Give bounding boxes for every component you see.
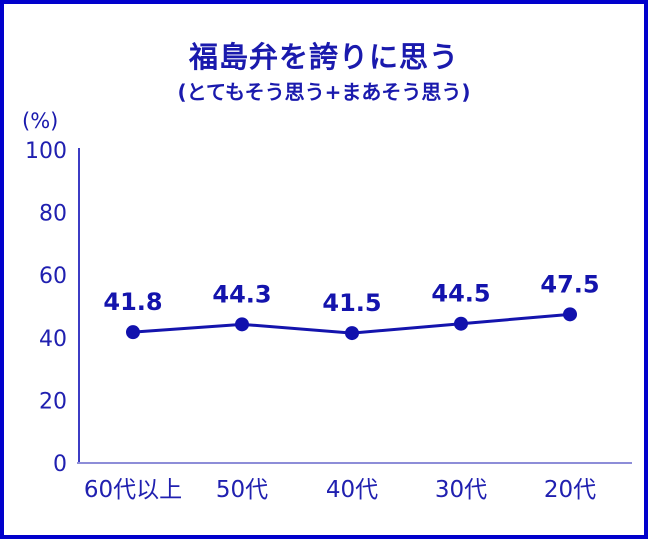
x-category-label: 30代 [435, 477, 487, 503]
data-point-label: 44.3 [212, 280, 271, 308]
y-axis-unit-label: (%) [22, 109, 59, 133]
y-tick-label: 40 [39, 327, 67, 352]
y-tick-label: 0 [53, 452, 67, 477]
chart-title: 福島弁を誇りに思う [188, 40, 459, 74]
line-chart-plot: 0 20 40 60 80 100 41.8 60代以上 44.3 50代 41.5 40代 44.5 3… [25, 139, 632, 503]
chart-subtitle: (とてもそう思う+まあそう思う) [177, 80, 471, 104]
data-point [126, 325, 140, 340]
x-category-label: 50代 [216, 477, 268, 503]
x-category-label: 60代以上 [84, 477, 182, 503]
data-point-label: 41.8 [103, 288, 162, 316]
data-point [345, 326, 359, 341]
x-category-label: 20代 [544, 477, 596, 503]
data-point-label: 41.5 [322, 289, 381, 317]
data-point-label: 44.5 [431, 280, 490, 308]
data-point-label: 47.5 [540, 270, 599, 298]
y-tick-label: 60 [39, 264, 67, 289]
x-category-label: 40代 [326, 477, 378, 503]
y-tick-label: 20 [39, 389, 67, 414]
y-tick-label: 100 [25, 139, 67, 164]
data-point [454, 316, 468, 331]
y-tick-label: 80 [39, 202, 67, 227]
data-point [563, 307, 577, 322]
data-point [235, 317, 249, 332]
